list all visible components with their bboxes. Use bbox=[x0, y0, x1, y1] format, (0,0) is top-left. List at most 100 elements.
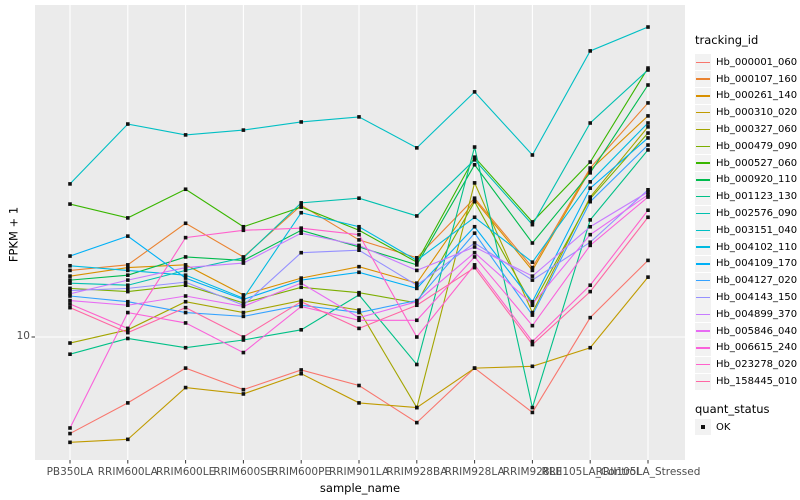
data-point bbox=[183, 265, 188, 270]
data-point bbox=[183, 268, 188, 273]
legend-key-line bbox=[695, 87, 711, 104]
legend-key-line-swatch bbox=[696, 229, 710, 232]
data-point bbox=[241, 255, 246, 260]
data-point bbox=[241, 301, 246, 305]
data-point bbox=[415, 303, 419, 308]
legend-key-line-swatch bbox=[696, 330, 710, 332]
data-point bbox=[415, 335, 419, 339]
legend-key-line bbox=[695, 272, 711, 289]
legend-item-label: Hb_000479_090 bbox=[716, 140, 798, 152]
data-point bbox=[68, 263, 72, 268]
data-point bbox=[646, 258, 650, 263]
data-point bbox=[126, 216, 130, 220]
data-point bbox=[530, 310, 535, 315]
data-point bbox=[126, 336, 130, 341]
legend-key-line bbox=[695, 54, 711, 71]
data-point bbox=[299, 371, 303, 376]
data-point bbox=[472, 215, 477, 220]
data-point bbox=[126, 437, 130, 442]
data-point bbox=[588, 199, 592, 204]
legend-item-label: Hb_004899_370 bbox=[716, 308, 798, 320]
legend-key-line-swatch bbox=[696, 95, 710, 97]
legend-item-label: Hb_006615_240 bbox=[716, 342, 798, 354]
data-point bbox=[183, 283, 188, 288]
data-point bbox=[68, 202, 72, 206]
data-point bbox=[588, 196, 592, 201]
legend-item-Hb_000327_060: Hb_000327_060 bbox=[695, 121, 797, 138]
data-point bbox=[588, 168, 592, 172]
data-point bbox=[183, 273, 188, 277]
legend-item-Hb_003151_040: Hb_003151_040 bbox=[695, 222, 797, 239]
data-point bbox=[299, 201, 303, 205]
data-point bbox=[415, 283, 419, 288]
legend-item-label: Hb_002576_090 bbox=[716, 208, 798, 220]
legend-key-line bbox=[695, 339, 711, 356]
data-point bbox=[126, 122, 130, 126]
data-point bbox=[68, 294, 72, 298]
legend-key-line bbox=[695, 373, 711, 390]
data-point bbox=[530, 323, 535, 328]
data-point bbox=[472, 245, 477, 249]
data-point bbox=[357, 115, 361, 119]
legend-key-line-swatch bbox=[696, 313, 710, 316]
data-point bbox=[357, 326, 361, 331]
data-point bbox=[415, 258, 419, 263]
data-point bbox=[126, 234, 130, 238]
data-point bbox=[183, 276, 188, 280]
data-point bbox=[472, 158, 477, 162]
data-point bbox=[472, 155, 477, 159]
data-point bbox=[183, 263, 188, 267]
data-point bbox=[241, 293, 246, 297]
data-point bbox=[646, 121, 650, 125]
data-point bbox=[646, 83, 650, 87]
data-point bbox=[472, 162, 477, 167]
data-point bbox=[68, 305, 72, 310]
data-point bbox=[530, 313, 535, 317]
data-point bbox=[183, 321, 188, 325]
legend-title-quant-status: quant_status bbox=[695, 402, 770, 416]
legend-key-line bbox=[695, 356, 711, 373]
data-point bbox=[183, 187, 188, 192]
data-point bbox=[588, 121, 592, 125]
data-point bbox=[126, 278, 130, 282]
data-point bbox=[588, 186, 592, 190]
data-point bbox=[68, 426, 72, 430]
data-point bbox=[126, 263, 130, 267]
x-tick-label: RRIM928LE bbox=[502, 466, 563, 478]
data-point bbox=[646, 208, 650, 213]
data-point bbox=[646, 114, 650, 118]
data-point bbox=[126, 286, 130, 291]
data-point bbox=[530, 299, 535, 304]
data-point bbox=[472, 265, 477, 270]
legend-item-label: Hb_004102_110 bbox=[716, 241, 798, 253]
data-point bbox=[357, 290, 361, 295]
data-point bbox=[68, 302, 72, 306]
data-point bbox=[299, 327, 303, 332]
data-point bbox=[241, 228, 246, 233]
legend-key-line-swatch bbox=[696, 347, 710, 349]
data-point bbox=[241, 258, 246, 263]
data-point bbox=[241, 392, 246, 396]
data-point bbox=[472, 90, 477, 94]
data-point bbox=[357, 308, 361, 312]
data-point bbox=[472, 231, 477, 235]
legend-item-Hb_004109_170: Hb_004109_170 bbox=[695, 255, 797, 273]
legend-key-line bbox=[695, 323, 711, 340]
data-point bbox=[126, 289, 130, 294]
legend-key-line bbox=[695, 104, 711, 121]
legend-key-line-swatch bbox=[696, 111, 710, 114]
data-point bbox=[415, 420, 419, 425]
data-point bbox=[530, 153, 535, 157]
data-point bbox=[530, 274, 535, 278]
data-point bbox=[530, 241, 535, 245]
data-point bbox=[183, 235, 188, 240]
data-point bbox=[530, 302, 535, 306]
data-point bbox=[68, 268, 72, 273]
data-point bbox=[588, 240, 592, 245]
legend-key-line bbox=[695, 138, 711, 155]
data-point bbox=[530, 364, 535, 369]
data-point bbox=[415, 281, 419, 285]
legend-key-line bbox=[695, 289, 711, 306]
